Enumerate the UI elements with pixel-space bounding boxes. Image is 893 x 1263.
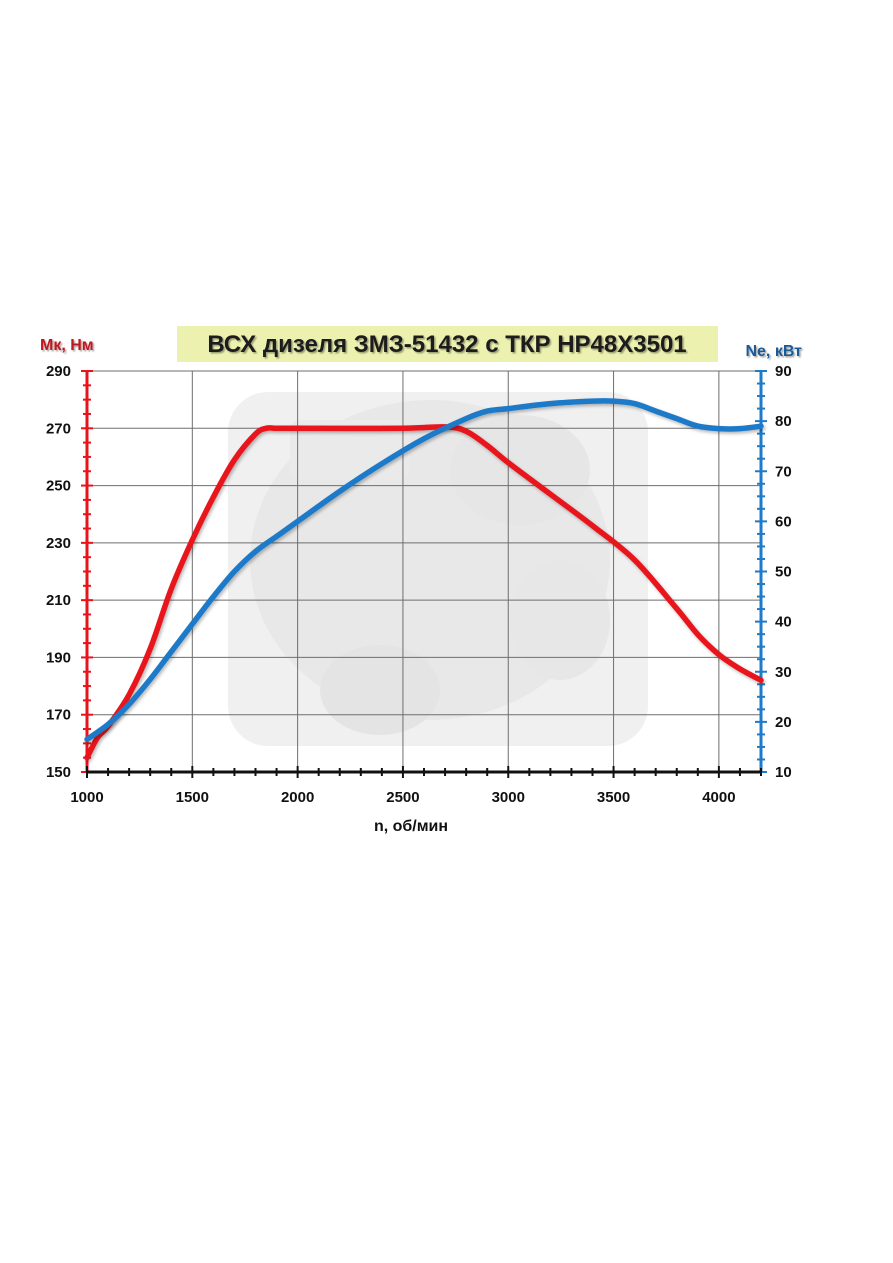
- x-tick-label: 1000: [70, 789, 103, 806]
- right-tick-label: 60: [775, 513, 792, 530]
- x-axis-label: n, об/мин: [374, 818, 448, 835]
- right-tick-label: 80: [775, 413, 792, 430]
- torque-series-line: [84, 424, 764, 761]
- power-series-line: [84, 398, 764, 743]
- x-tick-label: 1500: [176, 789, 209, 806]
- chart-title: ВСХ дизеля ЗМЗ-51432 с ТКР HP48X3501: [207, 331, 686, 358]
- right-tick-label: 30: [775, 664, 792, 681]
- x-tick-label: 2000: [281, 789, 314, 806]
- left-tick-label: 170: [46, 707, 71, 724]
- right-tick-label: 40: [775, 614, 792, 631]
- axes: [81, 370, 767, 778]
- x-tick-label: 2500: [386, 789, 419, 806]
- engine-photo-background: [228, 392, 648, 746]
- right-tick-label: 10: [775, 764, 792, 781]
- right-tick-label: 50: [775, 564, 792, 581]
- series-lines: [84, 398, 764, 761]
- left-tick-label: 230: [46, 535, 71, 552]
- x-tick-label: 3500: [597, 789, 630, 806]
- right-axis-label: Ne, кВт: [745, 343, 802, 360]
- chart-title-box: ВСХ дизеля ЗМЗ-51432 с ТКР HP48X3501: [177, 326, 718, 362]
- left-tick-label: 250: [46, 478, 71, 495]
- right-tick-label: 20: [775, 714, 792, 731]
- x-tick-label: 4000: [702, 789, 735, 806]
- left-tick-label: 290: [46, 363, 71, 380]
- left-axis-label: Мк, Нм: [40, 337, 94, 354]
- x-tick-label: 3000: [492, 789, 525, 806]
- left-tick-label: 210: [46, 592, 71, 609]
- left-tick-label: 150: [46, 764, 71, 781]
- tick-labels: 150 170 190 210 230 250 270 290 10 20 30 40 50 60 70 80…: [46, 363, 792, 806]
- left-tick-label: 190: [46, 649, 71, 666]
- right-tick-label: 70: [775, 463, 792, 480]
- right-tick-label: 90: [775, 363, 792, 380]
- left-tick-label: 270: [46, 420, 71, 437]
- grid-lines: [86, 370, 761, 773]
